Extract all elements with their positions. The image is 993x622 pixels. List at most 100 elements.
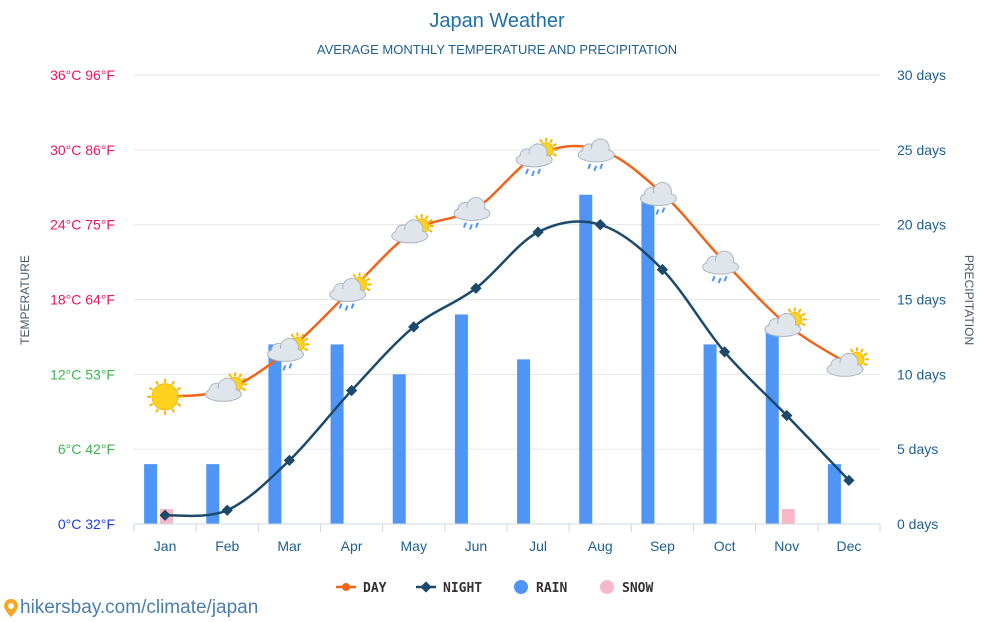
sun-ray: [148, 386, 154, 391]
sun-ray: [241, 387, 247, 392]
sun-cloud-rain-icon: [266, 332, 310, 371]
gridlines: [134, 74, 880, 450]
month-label: Sep: [650, 538, 675, 554]
temperature-tick-label: 24°C 75°F: [50, 217, 115, 233]
temperature-tick-label: 12°C 53°F: [50, 366, 115, 382]
sun-cloud-rain-icon: [515, 137, 559, 177]
temperature-tick-label: 30°C 86°F: [50, 142, 115, 158]
month-label: Jul: [529, 538, 547, 554]
sun-ray: [850, 348, 854, 353]
sun-cloud-icon: [826, 347, 869, 377]
legend-label: RAIN: [536, 581, 567, 596]
night-point: [470, 282, 482, 294]
rain-drop: [661, 207, 666, 213]
legend-label: DAY: [363, 581, 387, 596]
rain-drop: [537, 168, 542, 175]
sun-ray: [863, 352, 868, 357]
rain-bar: [144, 464, 158, 524]
sun-ray: [171, 408, 175, 413]
rain-drop: [593, 165, 598, 172]
cloud-part: [206, 388, 241, 401]
legend-marker: [420, 581, 432, 593]
sun-ray: [171, 380, 175, 386]
sun-ray: [428, 229, 433, 233]
cloud-part: [517, 153, 552, 166]
sun-ray: [539, 138, 543, 144]
rain-drop: [599, 163, 604, 170]
legend-marker: [600, 580, 614, 594]
sun-cloud-icon: [204, 372, 248, 402]
rain-drop: [655, 209, 660, 215]
legend-marker: [514, 580, 528, 594]
sun-ray: [424, 215, 429, 220]
sun-ray: [860, 348, 864, 353]
month-label: Oct: [714, 538, 736, 554]
legend-item-day: DAY: [336, 581, 387, 596]
night-point: [781, 409, 793, 422]
sun-icon: [147, 378, 184, 415]
temperature-tick-label: 0°C 32°F: [58, 516, 115, 532]
cloud-rain-icon: [639, 181, 677, 215]
rain-drop: [288, 363, 293, 369]
source-text: hikersbay.com/climate/japan: [20, 597, 259, 618]
night-point: [718, 346, 731, 358]
sun-ray: [352, 273, 357, 279]
sun-ray: [176, 402, 182, 407]
precipitation-axis-title: PRECIPITATION: [962, 255, 976, 345]
month-label: Jun: [465, 538, 488, 554]
legend-item-snow: SNOW: [600, 580, 653, 596]
night-point: [843, 474, 855, 487]
cloud-part: [392, 229, 427, 242]
legend: DAY NIGHT RAIN SNOW: [336, 580, 653, 596]
cloud-part: [703, 261, 738, 274]
rain-drop: [587, 163, 592, 170]
month-axis: Jan Feb Mar Apr May Jun Jul Aug Sep Oct Nov Dec: [133, 523, 881, 554]
night-point: [283, 454, 296, 467]
sun-ray: [155, 380, 159, 386]
sun-ray: [366, 277, 371, 282]
legend-marker: [342, 583, 350, 591]
cloud-rain-icon: [577, 138, 615, 172]
rain-drop: [462, 222, 467, 228]
precipitation-tick-label: 25 days: [897, 142, 946, 158]
night-point: [594, 219, 606, 231]
sun-ray: [797, 308, 802, 314]
legend-label: SNOW: [622, 581, 653, 596]
sun-ray: [303, 347, 309, 352]
precipitation-tick-label: 0 days: [897, 516, 938, 532]
rain-bar: [641, 194, 655, 524]
sun-ray: [228, 373, 233, 378]
location-pin-icon: [4, 599, 18, 617]
precipitation-tick-label: 10 days: [897, 366, 946, 382]
rain-drop: [474, 222, 479, 228]
rain-bar: [206, 464, 220, 524]
cloud-rain-icon: [702, 250, 740, 284]
day-line: [164, 144, 850, 399]
sun-disc: [151, 383, 179, 411]
cloud-part: [268, 348, 303, 361]
rain-drop: [276, 363, 281, 369]
night-point: [408, 321, 420, 333]
month-label: Jan: [154, 538, 177, 554]
sun-ray: [787, 308, 792, 314]
source-link[interactable]: hikersbay.com/climate/japan: [4, 597, 258, 619]
month-label: Apr: [341, 538, 363, 554]
sun-ray: [362, 273, 367, 279]
chart-title: Japan Weather: [429, 10, 565, 32]
precipitation-tick-label: 20 days: [897, 217, 946, 233]
legend-item-night: NIGHT: [416, 581, 482, 596]
sun-ray: [148, 402, 154, 407]
sun-ray: [303, 337, 309, 342]
rain-drop: [649, 207, 654, 213]
cloud-part: [827, 363, 862, 376]
legend-item-rain: RAIN: [514, 580, 567, 596]
sun-ray: [290, 333, 295, 338]
cloud-rain-icon: [453, 196, 491, 230]
legend-label: NIGHT: [443, 581, 482, 596]
month-label: May: [401, 538, 427, 554]
chart-subtitle: AVERAGE MONTHLY TEMPERATURE AND PRECIPIT…: [317, 42, 677, 57]
night-line: [164, 220, 850, 518]
rain-drop: [531, 170, 536, 177]
sun-ray: [241, 377, 247, 382]
